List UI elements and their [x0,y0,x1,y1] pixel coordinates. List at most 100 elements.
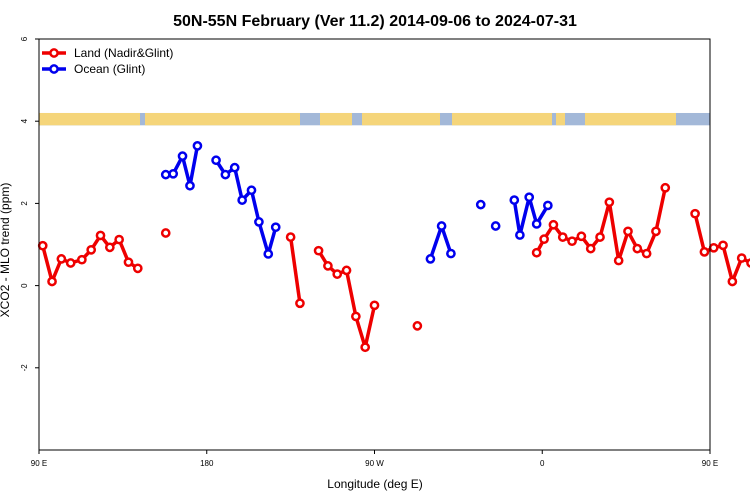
data-point [524,192,535,203]
data-point [699,247,710,257]
series-ocean [160,141,553,264]
data-point [177,151,188,161]
data-point [220,169,231,180]
data-point [285,232,296,242]
data-point [132,263,143,274]
data-point [412,321,423,331]
data-point [168,168,179,179]
land-band [452,112,552,126]
legend-marker [49,64,59,74]
data-point [86,244,97,255]
data-point [548,219,559,230]
data-point [37,240,48,251]
data-point [436,221,447,231]
data-point [211,155,221,166]
data-point [475,199,486,210]
data-point [246,185,257,196]
data-point [332,269,343,279]
series-land [37,182,750,353]
chart-title: 50N-55N February (Ver 11.2) 2014-09-06 t… [173,13,577,30]
x-tick-label: 90 W [365,459,384,468]
data-point [295,298,305,309]
data-point [270,222,281,233]
y-tick-label: 0 [20,283,29,288]
legend: Land (Nadir&Glint) Ocean (Glint) [42,46,173,76]
y-tick-label: 2 [20,201,29,206]
data-point [542,200,553,211]
land-band [362,112,440,126]
data-point [576,231,587,242]
data-point [585,243,596,254]
data-point [531,219,542,229]
plot-frame [38,38,711,451]
data-point [237,195,248,205]
y-tick-label: 6 [20,36,29,41]
data-point [263,249,274,259]
legend-label: Ocean (Glint) [74,62,145,76]
data-point [369,300,380,311]
data-point [641,248,652,259]
land-band [39,112,140,126]
x-axis-label: Longitude (deg E) [327,477,422,491]
data-point [192,141,203,151]
x-tick-label: 0 [540,459,545,468]
data-point [360,342,371,353]
data-point [185,180,195,191]
data-point [77,254,87,265]
data-point [539,234,549,245]
x-tick-label: 90 E [702,459,718,468]
data-point [515,230,525,240]
data-point [651,226,661,237]
data-point [446,248,456,259]
land-band [145,112,300,126]
data-point [509,195,520,205]
data-point [123,257,134,268]
legend-marker [49,48,59,58]
data-point [323,261,333,271]
data-point [490,221,501,231]
data-point [604,197,615,208]
data-point [104,242,115,253]
data-point [425,254,436,264]
land-ocean-strip [39,112,710,126]
data-point [56,254,67,264]
series-line [288,236,302,304]
data-point [531,247,542,258]
data-point [313,245,324,256]
data-point [736,253,747,263]
data-point [341,265,352,276]
series-layer [37,141,750,353]
data-point [632,243,643,254]
x-tick-label: 180 [200,459,214,468]
data-point [595,232,605,242]
data-point [718,240,728,251]
data-point [727,276,738,287]
data-point [95,230,106,241]
data-point [623,226,633,237]
data-point [229,162,240,173]
data-point [47,276,57,287]
y-tick-label: 4 [20,118,29,123]
land-band [585,112,676,126]
y-tick-label: -2 [20,364,29,372]
land-band [320,112,352,126]
legend-label: Land (Nadir&Glint) [74,46,173,60]
data-point [160,169,171,180]
data-point [690,208,700,219]
data-point [114,234,124,245]
series-line [512,195,550,237]
data-point [160,228,171,238]
x-tick-label: 90 E [31,459,47,468]
data-point [708,242,719,253]
land-band [556,112,565,126]
data-point [65,258,76,268]
data-point [567,236,577,247]
data-point [746,258,750,268]
data-point [660,182,671,193]
data-point [351,311,361,322]
data-point [557,232,568,242]
y-axis-label: XCO2 - MLO trend (ppm) [0,183,12,318]
data-point [613,255,624,266]
